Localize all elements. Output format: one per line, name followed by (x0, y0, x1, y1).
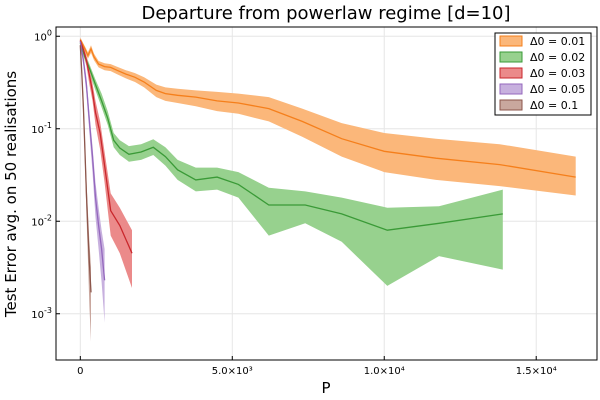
line-series-2 (79, 40, 133, 254)
y-tick-label: 10-1 (31, 121, 52, 136)
legend-label-2: Δ0 = 0.03 (530, 67, 585, 80)
y-tick-exponent: -2 (44, 213, 52, 222)
y-tick-exponent: -3 (44, 306, 52, 315)
x-axis-label: P (321, 379, 330, 397)
y-axis-label: Test Error avg. on 50 realisations (2, 71, 20, 318)
x-tick-label: 0 (77, 366, 83, 377)
chart-title: Departure from powerlaw regime [d=10] (141, 3, 510, 24)
x-tick-label: 5.0×10³ (212, 366, 253, 377)
x-axis-ticks: 0 5.0×10³ 1.0×10⁴ 1.5×10⁴ (77, 356, 557, 377)
line-series-1 (79, 42, 503, 231)
band-series-1 (80, 40, 503, 286)
legend: Δ0 = 0.01 Δ0 = 0.02 Δ0 = 0.03 Δ0 = 0.05 Δ0 =… (494, 32, 592, 116)
y-tick-base: 10 (34, 32, 47, 43)
band-series-0 (80, 37, 576, 196)
y-tick-exponent: -1 (44, 121, 52, 130)
legend-swatch-2 (499, 67, 523, 79)
legend-swatch-3 (499, 83, 523, 95)
plot-frame (55, 26, 598, 361)
line-series-4 (79, 45, 92, 293)
y-tick-exponent: 0 (47, 28, 52, 37)
line-series-3 (79, 41, 106, 281)
x-tick-label: 1.0×10⁴ (364, 366, 405, 377)
legend-label-0: Δ0 = 0.01 (530, 35, 585, 48)
legend-swatch-1 (499, 51, 523, 63)
y-tick-base: 10 (31, 217, 44, 228)
legend-swatch-0 (499, 35, 523, 47)
series-lines (79, 39, 576, 293)
x-tick-label: 1.5×10⁴ (516, 366, 557, 377)
legend-label-1: Δ0 = 0.02 (530, 51, 585, 64)
y-tick-base: 10 (31, 310, 44, 321)
legend-label-4: Δ0 = 0.1 (530, 99, 578, 112)
band-series-4 (80, 40, 91, 342)
y-tick-label: 10-3 (31, 306, 52, 321)
legend-swatch-4 (499, 99, 523, 111)
line-series-0 (79, 39, 576, 178)
y-tick-label: 10-2 (31, 213, 52, 228)
legend-label-3: Δ0 = 0.05 (530, 83, 585, 96)
y-tick-label: 100 (34, 28, 52, 43)
y-tick-base: 10 (31, 125, 44, 136)
